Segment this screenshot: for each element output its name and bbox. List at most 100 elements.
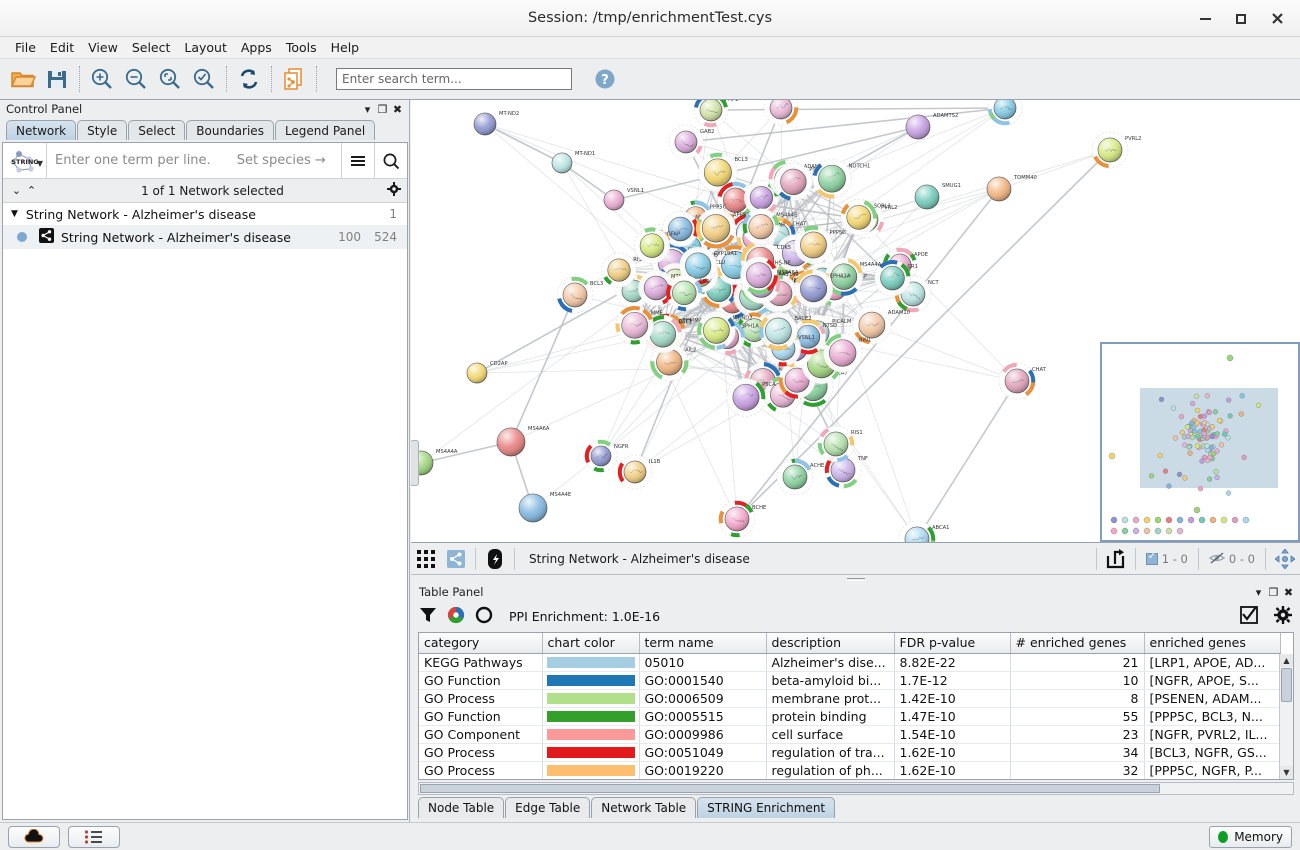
scrollbar-thumb-horizontal[interactable] bbox=[420, 784, 1160, 793]
table-row[interactable]: KEGG Pathways 05010 Alzheimer's dise... 8.8… bbox=[419, 653, 1281, 672]
menu-help[interactable]: Help bbox=[330, 40, 360, 55]
toolbar-separator bbox=[271, 66, 272, 92]
select-all-icon[interactable] bbox=[1240, 605, 1258, 627]
menu-select[interactable]: Select bbox=[131, 40, 171, 55]
donut-chart-icon[interactable] bbox=[475, 606, 493, 627]
annotation-icon[interactable] bbox=[480, 546, 510, 572]
chevron-down-icon[interactable]: ▾ bbox=[364, 102, 371, 116]
close-panel-icon[interactable]: ✖ bbox=[392, 102, 403, 116]
network-tree-item[interactable]: String Network - Alzheimer's disease 100… bbox=[3, 226, 407, 249]
table-row[interactable]: GO Function GO:0001540 beta-amyloid bi... 1… bbox=[419, 671, 1281, 690]
hamburger-icon[interactable] bbox=[341, 143, 374, 178]
birds-eye-view[interactable] bbox=[1100, 342, 1300, 542]
string-term-input[interactable]: Enter one term per line. Set species → bbox=[47, 143, 341, 178]
minimize-button[interactable] bbox=[1188, 5, 1222, 33]
help-icon[interactable]: ? bbox=[588, 62, 622, 96]
menu-apps[interactable]: Apps bbox=[240, 40, 272, 55]
chevron-down-icon[interactable]: ▼ bbox=[36, 159, 43, 168]
menu-view[interactable]: View bbox=[88, 40, 118, 55]
float-panel-icon[interactable]: ❐ bbox=[377, 102, 388, 116]
export-image-icon[interactable] bbox=[1101, 546, 1131, 572]
close-button[interactable] bbox=[1260, 5, 1294, 33]
table-row[interactable]: GO Component GO:0009986 cell surface 1.54E-… bbox=[419, 725, 1281, 744]
refresh-icon[interactable] bbox=[232, 62, 266, 96]
tab-boundaries[interactable]: Boundaries bbox=[186, 120, 274, 140]
table-horizontal-scrollbar[interactable] bbox=[418, 782, 1294, 795]
float-panel-icon[interactable]: ❐ bbox=[1268, 585, 1279, 599]
memory-status-button[interactable]: Memory bbox=[1209, 825, 1292, 848]
network-tree-root[interactable]: ▼ String Network - Alzheimer's disease 1 bbox=[3, 203, 407, 226]
zoom-in-icon[interactable] bbox=[85, 62, 119, 96]
column-header-chart-color[interactable]: chart color bbox=[542, 633, 640, 654]
grid-layout-icon[interactable] bbox=[411, 546, 441, 572]
search-input[interactable]: Enter search term... bbox=[336, 68, 572, 90]
export-network-icon[interactable] bbox=[277, 62, 311, 96]
table-vertical-scrollbar[interactable]: ▲ ▼ bbox=[1279, 654, 1293, 779]
zoom-out-icon[interactable] bbox=[119, 62, 153, 96]
search-icon[interactable] bbox=[374, 143, 407, 178]
table-row[interactable]: GO Process GO:0033619membrane prot...1.93… bbox=[419, 779, 1280, 780]
hidden-eye-icon[interactable] bbox=[1208, 551, 1226, 567]
share-network-icon[interactable] bbox=[441, 546, 471, 572]
network-view-scrollbar[interactable] bbox=[411, 440, 419, 486]
fit-content-icon[interactable] bbox=[1270, 546, 1300, 572]
menu-tools[interactable]: Tools bbox=[285, 40, 317, 55]
zoom-selected-icon[interactable] bbox=[187, 62, 221, 96]
column-header-enriched-count[interactable]: # enriched genes bbox=[1010, 633, 1145, 654]
string-logo-icon[interactable]: STRING ▼ bbox=[3, 143, 47, 178]
tab-node-table[interactable]: Node Table bbox=[418, 797, 505, 818]
zoom-fit-icon[interactable] bbox=[153, 62, 187, 96]
table-row[interactable]: GO Function GO:0005515 protein binding 1.47… bbox=[419, 707, 1281, 726]
open-folder-icon[interactable] bbox=[6, 62, 40, 96]
scroll-up-arrow-icon[interactable]: ▲ bbox=[1280, 654, 1293, 667]
column-header-category[interactable]: category bbox=[419, 633, 543, 654]
svg-text:SORL1: SORL1 bbox=[874, 203, 891, 209]
gear-icon[interactable] bbox=[1274, 605, 1292, 627]
scroll-down-arrow-icon[interactable]: ▼ bbox=[1280, 766, 1293, 779]
gear-icon[interactable] bbox=[386, 182, 401, 199]
set-species-link[interactable]: Set species → bbox=[236, 153, 326, 168]
network-graph[interactable]: MT-ND2 MT-ND1 VSNL1 CD2AP MS4A4A MS4A6A MS4A4E… bbox=[411, 100, 1300, 543]
tab-style[interactable]: Style bbox=[77, 120, 128, 140]
chevron-down-icon[interactable]: ▾ bbox=[1255, 585, 1262, 599]
table-row[interactable]: GO Process GO:0051049 regulation of tra...… bbox=[419, 743, 1281, 762]
menu-file[interactable]: File bbox=[15, 40, 36, 55]
table-row[interactable]: GO Process GO:0006509 membrane prot... 1.42… bbox=[419, 689, 1281, 708]
tab-select[interactable]: Select bbox=[128, 120, 186, 140]
expand-arrow-icon[interactable]: ▼ bbox=[11, 209, 18, 219]
save-icon[interactable] bbox=[40, 62, 74, 96]
panel-splitter[interactable] bbox=[411, 575, 1300, 583]
tab-legend-panel[interactable]: Legend Panel bbox=[274, 120, 376, 140]
column-header-fdr-pvalue[interactable]: FDR p-value bbox=[894, 633, 1011, 654]
collapse-all-icon[interactable]: ⌄ bbox=[11, 184, 22, 197]
menu-edit[interactable]: Edit bbox=[49, 40, 75, 55]
expand-all-icon[interactable]: ⌃ bbox=[26, 184, 37, 197]
network-view-canvas[interactable]: MT-ND2 MT-ND1 VSNL1 CD2AP MS4A4A MS4A6A MS4A4E… bbox=[411, 100, 1300, 543]
svg-text:ADAMTS2: ADAMTS2 bbox=[933, 113, 958, 119]
tab-network-table[interactable]: Network Table bbox=[591, 797, 697, 818]
enrichment-table-container[interactable]: category chart color term name descripti… bbox=[418, 632, 1294, 780]
network-node: DLG4 bbox=[987, 100, 1034, 126]
cloud-icon[interactable] bbox=[8, 825, 60, 848]
column-header-term-name[interactable]: term name bbox=[639, 633, 767, 654]
column-header-enriched-genes[interactable]: enriched genes bbox=[1144, 633, 1281, 654]
cell-enriched-genes: [NGFR, APOE, S... bbox=[1144, 671, 1281, 690]
color-chart-icon[interactable] bbox=[447, 606, 465, 627]
table-row[interactable]: GO Process GO:0019220 regulation of ph... 1… bbox=[419, 761, 1281, 779]
menu-layout[interactable]: Layout bbox=[184, 40, 227, 55]
scrollbar-thumb[interactable] bbox=[1281, 668, 1292, 702]
maximize-button[interactable] bbox=[1224, 5, 1258, 33]
close-panel-icon[interactable]: ✖ bbox=[1283, 585, 1294, 599]
list-icon[interactable] bbox=[68, 825, 120, 848]
tab-network[interactable]: Network bbox=[6, 120, 77, 140]
tab-string-enrichment[interactable]: STRING Enrichment bbox=[697, 797, 836, 818]
tab-edge-table[interactable]: Edge Table bbox=[505, 797, 591, 818]
svg-text:BCL3: BCL3 bbox=[590, 281, 603, 287]
checkbox-icon[interactable] bbox=[1145, 551, 1158, 565]
filter-icon[interactable] bbox=[419, 606, 437, 627]
hidden-nodes-counter[interactable]: 0 - 0 bbox=[1203, 551, 1261, 567]
selected-nodes-counter[interactable]: 1 - 0 bbox=[1140, 551, 1194, 566]
svg-text:MS4A4E: MS4A4E bbox=[776, 213, 797, 219]
network-node: CYP19A1 bbox=[679, 246, 737, 285]
column-header-description[interactable]: description bbox=[766, 633, 895, 654]
